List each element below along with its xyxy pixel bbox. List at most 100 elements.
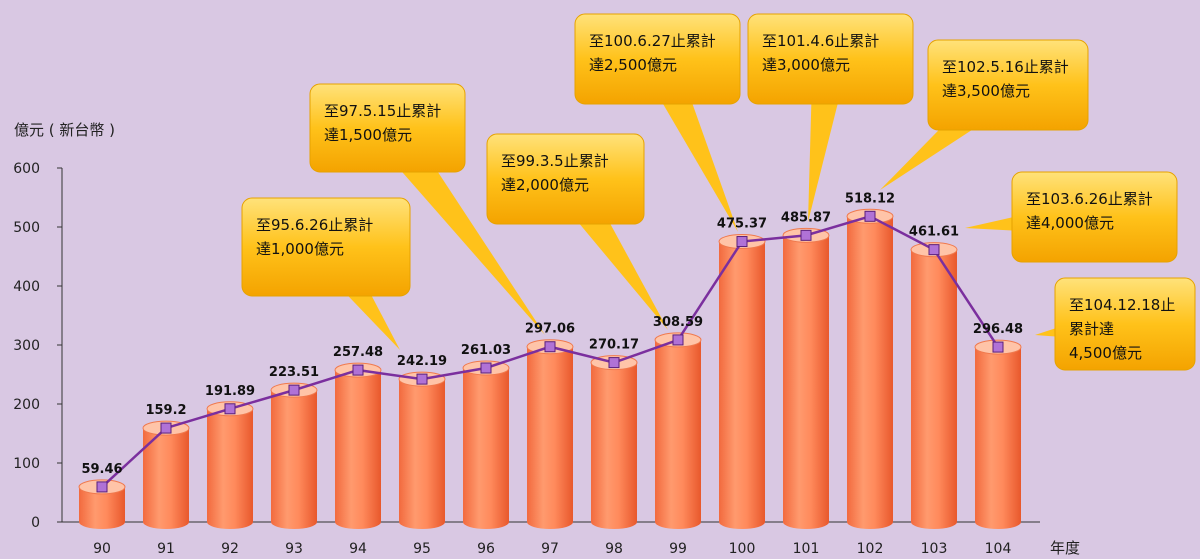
bar-95 <box>398 371 446 529</box>
bar-body <box>847 216 893 529</box>
callout-box <box>747 13 914 105</box>
data-point-99 <box>672 334 684 346</box>
bar-body <box>335 370 381 529</box>
callout-text: 至100.6.27止累計 <box>589 32 716 50</box>
bar-body <box>911 249 957 530</box>
callout-text: 至95.6.26止累計 <box>256 216 373 234</box>
x-tick-label: 102 <box>857 541 884 557</box>
bar-91 <box>142 420 190 529</box>
callout-box <box>574 13 741 105</box>
data-label-99: 308.59 <box>653 315 703 330</box>
data-point-101 <box>800 229 812 241</box>
data-label-93: 223.51 <box>269 365 319 380</box>
labels: 90 91 92 93 94 95 96 97 98 99 100 101 102 103 104 59.46… <box>81 191 1023 557</box>
bar-98 <box>590 355 638 529</box>
bar-101 <box>782 227 830 529</box>
data-point-90 <box>96 481 108 493</box>
bar-body <box>271 390 317 529</box>
x-tick-label: 101 <box>793 541 820 557</box>
callout-box <box>486 133 645 225</box>
callout-text: 至97.5.15止累計 <box>324 102 441 120</box>
callout-text: 4,500億元 <box>1069 344 1142 362</box>
data-label-100: 475.37 <box>717 217 767 232</box>
callout-box <box>241 197 411 297</box>
x-tick-label: 92 <box>221 541 239 557</box>
callout-box <box>1054 277 1196 371</box>
bar-94 <box>334 362 382 529</box>
callout-box <box>1011 171 1178 263</box>
bar-body <box>591 362 637 529</box>
x-tick-label: 94 <box>349 541 367 557</box>
callouts: 至95.6.26止累計達1,000億元至97.5.15止累計達1,500億元至9… <box>241 13 1196 371</box>
bar-104 <box>974 339 1022 529</box>
data-point-98 <box>608 357 620 369</box>
x-tick-label: 103 <box>921 541 948 557</box>
callout-text: 累計達 <box>1069 320 1114 338</box>
bars <box>78 208 1022 530</box>
data-label-102: 518.12 <box>845 191 895 206</box>
data-point-103 <box>928 244 940 256</box>
y-tick-label: 0 <box>31 515 40 531</box>
x-tick-label: 99 <box>669 541 687 557</box>
data-label-92: 191.89 <box>205 384 255 399</box>
data-point-95 <box>416 373 428 385</box>
x-tick-label: 97 <box>541 541 559 557</box>
bar-100 <box>718 234 766 530</box>
y-tick-label: 400 <box>13 279 40 295</box>
data-point-94 <box>352 364 364 376</box>
bar-body <box>527 346 573 529</box>
x-tick-label: 104 <box>985 541 1012 557</box>
bar-body <box>143 428 189 529</box>
bar-body <box>975 347 1021 529</box>
bar-body <box>719 241 765 530</box>
data-point-97 <box>544 341 556 353</box>
x-tick-label: 98 <box>605 541 623 557</box>
callout-text: 達3,000億元 <box>762 56 850 74</box>
callout-text: 至104.12.18止 <box>1069 296 1175 314</box>
bar-103 <box>910 242 958 530</box>
bar-body <box>207 408 253 529</box>
y-tick-label: 600 <box>13 161 40 177</box>
data-point-96 <box>480 362 492 374</box>
bar-body <box>399 379 445 529</box>
bar-body <box>783 235 829 529</box>
trend-line <box>96 210 1004 493</box>
data-label-96: 261.03 <box>461 343 511 358</box>
y-tick-label: 300 <box>13 338 40 354</box>
data-label-91: 159.2 <box>145 403 186 418</box>
bar-96 <box>462 360 510 529</box>
callout-text: 達2,500億元 <box>589 56 677 74</box>
bar-body <box>655 339 701 529</box>
data-point-102 <box>864 210 876 222</box>
x-tick-label: 91 <box>157 541 175 557</box>
data-label-101: 485.87 <box>781 210 831 225</box>
bar-93 <box>270 382 318 529</box>
callout-text: 至103.6.26止累計 <box>1026 190 1153 208</box>
x-tick-label: 93 <box>285 541 303 557</box>
x-tick-label: 90 <box>93 541 111 557</box>
data-label-90: 59.46 <box>81 462 122 477</box>
data-label-94: 257.48 <box>333 345 383 360</box>
x-axis-title: 年度 <box>1050 539 1080 557</box>
data-label-95: 242.19 <box>397 354 447 369</box>
data-label-104: 296.48 <box>973 322 1023 337</box>
data-point-93 <box>288 384 300 396</box>
bar-97 <box>526 339 574 529</box>
callout-text: 至101.4.6止累計 <box>762 32 879 50</box>
bar-92 <box>206 401 254 529</box>
callout-box <box>309 83 466 173</box>
x-tick-label: 96 <box>477 541 495 557</box>
x-tick-label: 95 <box>413 541 431 557</box>
bar-102 <box>846 208 894 529</box>
data-label-97: 297.06 <box>525 322 575 337</box>
x-tick-label: 100 <box>729 541 756 557</box>
